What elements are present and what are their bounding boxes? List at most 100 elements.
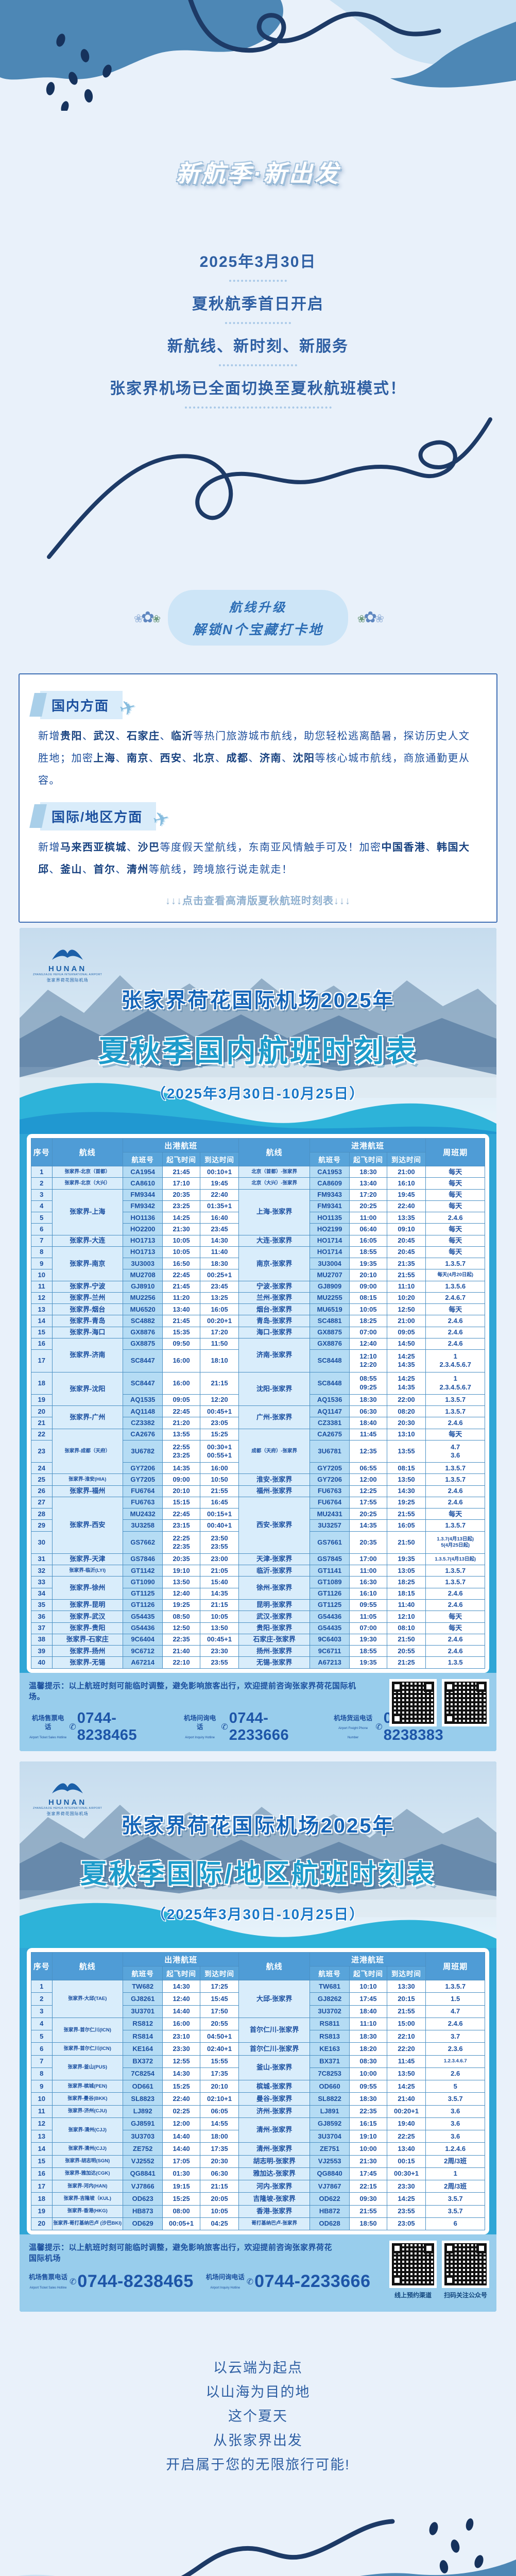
click-hint: ↓↓↓点击查看高清版夏秋航班时刻表↓↓↓ (165, 895, 351, 907)
qr-code (442, 1679, 489, 1726)
intro-line-3: 张家界机场已全面切换至夏秋航班模式！ (110, 380, 406, 397)
flight-table-row: 39 张家界-扬州 9C6712 21:40 23:30 扬州-张家界 9C6711 18:5… (31, 1645, 485, 1657)
qr-code-booking: 线上预约渠道 (389, 2241, 437, 2299)
flight-table-row: 6 张家界-首尔仁川(ICN) KE164 23:30 02:40+1 首尔仁川-张家界 K… (31, 2042, 485, 2056)
domestic-schedule-poster[interactable]: HUNAN ZHANGJIAJIE HEHUA INTERNATIONAL AI… (20, 928, 496, 1751)
poster-title: 张家界荷花国际机场2025年 (121, 1815, 395, 1837)
flight-table-row: 3 3U3701 14:40 17:50 3U3702 18:40 21:55 4.7 (31, 2005, 485, 2018)
domestic-routes-text: 新增贵阳、武汉、石家庄、临沂等热门旅游城市航线，助您轻松逃离酷暑，探访历史人文胜… (38, 731, 470, 786)
flight-table-row: 20 张家界-哥打基纳巴卢 (沙巴BKI) OD629 00:05+1 04:25 哥打基… (31, 2217, 485, 2231)
flight-table-row: 21 CZ3382 21:20 23:05 CZ3381 18:40 20:30 2.4.6 (31, 1417, 485, 1429)
flight-table-row: 9 张家界-槟城(PEN) OD661 15:25 20:10 槟城-张家界 OD660 09… (31, 2079, 485, 2093)
phone-ticket: 机场售票电话 Airport Ticket Sales Hotline ✆ 074… (29, 2272, 194, 2291)
flight-table-row: 16 张家界-雅加达(CGK) QG8841 01:30 06:30 雅加达-张家界 QG8… (31, 2167, 485, 2181)
dotted-divider (184, 406, 332, 409)
qr-zone: 线上预约渠道 扫码关注公众号 (389, 2241, 489, 2299)
mountain-backdrop (20, 1761, 496, 1948)
flight-table-row: 32 张家界-临沂(LYI) GT1142 19:10 21:05 临沂-张家界 GT114… (31, 1565, 485, 1577)
flight-table-row: 25 张家界-淮安(HIA) GY7205 09:00 10:50 淮安-张家界 GY720… (31, 1473, 485, 1486)
bottom-brush-decoration (18, 2518, 516, 2576)
flight-table-row: 7 张家界-釜山(PUS) BX372 12:55 15:55 釜山-张家界 BX371 08… (31, 2055, 485, 2080)
poster-date-range: （2025年3月30日-10月25日） (151, 1086, 365, 1101)
international-schedule-poster[interactable]: HUNAN ZHANGJIAJIE HEHUA INTERNATIONAL AI… (20, 1761, 496, 2312)
notice-text: 温馨提示：以上航班时刻可能临时调整，避免影响旅客出行，欢迎提前咨询张家界荷花国际… (29, 1682, 356, 1701)
dotted-divider (229, 280, 287, 282)
flight-table-row: 40 张家界-无锡 A67214 22:10 23:55 无锡-张家界 A67213 19:3… (31, 1656, 485, 1669)
flight-table-row: 23 3U6782 22:55 23:25 00:30+1 00:55+1 3U6781… (31, 1439, 485, 1463)
flight-table-row: 17 张家界-河内(HAN) VJ7866 19:15 21:15 河内-张家界 VJ786… (31, 2179, 485, 2193)
phone-icon: ✆ (69, 1723, 76, 1732)
mountain-backdrop (20, 928, 496, 1134)
poster-footer: 温馨提示：以上航班时刻可能临时调整，避免影响旅客出行，欢迎提前咨询张家界荷花国际… (20, 1673, 496, 1751)
flight-schedule-table: 序号 航线 出港航班 航线 进港航班 周班期 航班号 起飞时间 到达时间 航班号 起飞时间 到达时间 1… (31, 1138, 485, 1669)
phone-icon: ✆ (246, 2277, 254, 2286)
flight-table-row: 8 张家界-南京 HO1713 10:05 11:40 南京-张家界 HO1714 18:55… (31, 1246, 485, 1281)
flight-table-row: 13 3U3703 14:40 18:00 3U3704 19:10 22:25 3.6 (31, 2129, 485, 2143)
routes-info-card: 国内方面 ✈ 新增贵阳、武汉、石家庄、临沂等热门旅游城市航线，助您轻松逃离酷暑，探… (19, 673, 497, 923)
flight-table-row: 1 张家界-北京（首都） CA1954 21:45 00:10+1 北京（首都）-张家界 C… (31, 1165, 485, 1178)
phone-icon: ✆ (221, 1723, 228, 1732)
flight-table-panel: 序号 航线 出港航班 航线 进港航班 周班期 航班号 起飞时间 到达时间 航班号 起飞时间 到达时间 1… (27, 1134, 489, 1673)
section-label-domestic: 国内方面 (40, 691, 123, 719)
badge-row: ❀✿❀ 航线升级 解锁N个宝藏打卡地 ❀✿❀ (0, 590, 516, 646)
flower-decoration-right: ❀✿❀ (357, 609, 384, 626)
flight-table-row: 14 张家界-清州(CJJ) ZE752 14:40 17:35 清州-张家界 ZE751 1… (31, 2142, 485, 2156)
flight-table-row: 16 张家界-济南 GX8875 09:50 11:50 济南-张家界 GX8876 12:4… (31, 1337, 485, 1372)
qr-code (389, 1679, 437, 1726)
flight-table-row: 14 张家界-青岛 SC4882 21:45 00:20+1 青岛-张家界 SC4881 18… (31, 1315, 485, 1327)
flight-table-row: 6 HO2200 21:30 23:45 HO2199 06:40 09:10 每天 (31, 1223, 485, 1235)
poem-line: 以山海为目的地 (205, 2384, 311, 2400)
intro-block: 2025年3月30日 夏秋航季首日开启 新航线、新时刻、新服务 张家界机场已全面… (0, 249, 516, 409)
dotted-divider (225, 322, 291, 324)
flight-table-row: 12 张家界-清州(CJJ) GJ8591 12:00 14:55 清州-张家界 GJ859… (31, 2117, 485, 2143)
notice-text: 温馨提示：以上航班时刻可能临时调整，避免影响旅客出行，欢迎提前咨询张家界荷花国际… (29, 2243, 333, 2263)
poster-subtitle: 夏秋季国际/地区航班时刻表 (80, 1859, 436, 1889)
flight-table-row: 19 AQ1535 09:05 12:20 AQ1536 18:30 22:00 1.3.5.… (31, 1394, 485, 1406)
flight-table-row: 2 张家界-北京（大兴） CA8610 17:10 19:45 北京（大兴）-张家界 CA8… (31, 1177, 485, 1190)
flight-table-row: 36 张家界-武汉 G54435 08:50 10:05 武汉-张家界 G54436 11:0… (31, 1611, 485, 1623)
flight-table-row: 13 张家界-烟台 MU6520 13:40 16:05 烟台-张家界 MU6519 10:0… (31, 1303, 485, 1316)
flight-table-row: 31 张家界-天津 GS7846 20:35 23:00 天津-张家界 GS7845 17:0… (31, 1553, 485, 1566)
poem-line: 以云端为起点 (213, 2360, 303, 2376)
dots-decoration (429, 2518, 484, 2573)
flight-table-row: 37 张家界-贵阳 G54436 12:50 13:50 贵阳-张家界 G54435 07:0… (31, 1622, 485, 1634)
poster-title: 张家界荷花国际机场2025年 (121, 989, 395, 1012)
qr-code-official-account: 扫码关注公众号 (442, 2241, 489, 2299)
poster-subtitle: 夏秋季国内航班时刻表 (98, 1035, 418, 1068)
flight-table-row: 12 张家界-兰州 MU2256 11:20 13:25 兰州-张家界 MU2255 08:1… (31, 1292, 485, 1304)
international-routes-text: 新增马来西亚槟城、沙巴等度假天堂航线，东南亚风情触手可及！加密中国香港、韩国大邱… (38, 842, 470, 875)
flight-table-row: 24 GY7206 14:35 16:00 GY7205 06:55 08:15 1.3.5.… (31, 1462, 485, 1475)
intro-line-1: 夏秋航季首日开启 (192, 296, 324, 313)
flight-table-row: 4 张家界-首尔仁川(ICN) RS812 16:00 20:55 首尔仁川-张家界 RS8… (31, 2017, 485, 2043)
hunan-airport-logo: HUNAN ZHANGJIAJIE HEHUA INTERNATIONAL AI… (33, 945, 102, 983)
phone-inquiry: 机场问询电话 Airport Inquiry Hotline ✆ 0744-223… (183, 1710, 289, 1743)
flight-table-row: 2 GJ8261 12:40 15:45 GJ8262 17:45 20:15 1.5 (31, 1992, 485, 2006)
closing-poem: 以云端为起点 以山海为目的地 这个夏天 从张家界出发 开启属于您的无限旅行可能! (0, 2356, 516, 2477)
flight-table-row: 15 张家界-胡志明(SGN) VJ2552 17:05 20:30 胡志明-张家界 VJ2… (31, 2155, 485, 2168)
flight-table-row: 18 张家界-沈阳 SC8447 16:00 21:15 沈阳-张家界 SC8448 08:5… (31, 1371, 485, 1406)
flight-table-row: 29 3U3258 23:15 00:40+1 3U3257 14:35 16:05 1.3.… (31, 1519, 485, 1532)
section-label-international: 国际/地区方面 (40, 802, 157, 831)
flight-table-row: 10 张家界-曼谷(BKK) SL8823 22:40 02:10+1 曼谷-张家界 SL8… (31, 2092, 485, 2106)
phone-icon: ✆ (70, 2277, 77, 2286)
flight-table-row: 22 张家界-成都（天府） CA2676 13:55 15:25 成都（天府）-张家界 CA… (31, 1428, 485, 1475)
flower-decoration-left: ❀✿❀ (133, 609, 161, 626)
flight-table-row: 11 张家界-宁波 GJ8910 21:45 23:45 宁波-张家界 GJ8909 09:0… (31, 1280, 485, 1293)
top-brush-decoration (0, 0, 516, 111)
season-date: 2025年3月30日 (199, 253, 317, 270)
badge-line-2: 解锁N个宝藏打卡地 (193, 622, 323, 637)
flight-table-row: 10 MU2708 22:45 00:25+1 MU2707 20:10 21:55 每天(4… (31, 1269, 485, 1281)
dots-decoration (46, 33, 112, 111)
dotted-divider (219, 364, 297, 366)
qr-zone (389, 1679, 489, 1726)
poem-line: 从张家界出发 (213, 2433, 303, 2448)
squiggle-line-icon (47, 417, 492, 559)
flight-table-row: 3 张家界-上海 FM9344 20:35 22:40 上海-张家界 FM9343 17:20… (31, 1189, 485, 1235)
flight-table-row: 17 SC8447 16:00 18:10 SC8448 12:10 12:20 14:25… (31, 1349, 485, 1372)
poem-line: 开启属于您的无限旅行可能! (166, 2457, 350, 2472)
poster-footer: 温馨提示：以上航班时刻可能临时调整，避免影响旅客出行，欢迎提前咨询张家界荷花国际… (20, 2234, 496, 2312)
flight-table-row: 33 张家界-徐州 GT1090 13:50 15:40 徐州-张家界 GT1089 16:3… (31, 1576, 485, 1600)
phone-ticket: 机场售票电话 Airport Ticket Sales Hotline ✆ 074… (29, 1710, 137, 1743)
flight-schedule-table: 序号 航线 出港航班 航线 进港航班 周班期 航班号 起飞时间 到达时间 航班号 起飞时间 到达时间 1… (31, 1952, 485, 2231)
